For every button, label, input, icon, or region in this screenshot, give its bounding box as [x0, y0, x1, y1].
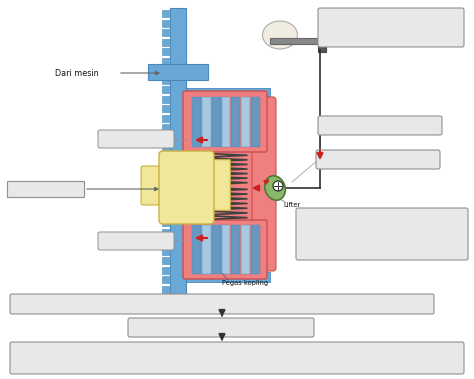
Text: (4) Ini bergerak sementara
mendorong dan menekan
pegas kopling: (4) Ini bergerak sementara mendorong dan…: [302, 223, 399, 245]
Bar: [251, 97, 260, 147]
Text: (3) Lifter berputar: (3) Lifter berputar: [322, 155, 392, 164]
Bar: [231, 225, 240, 274]
Bar: [162, 124, 170, 131]
Bar: [221, 97, 230, 147]
FancyBboxPatch shape: [296, 208, 468, 260]
Bar: [162, 48, 170, 55]
Bar: [162, 86, 170, 93]
Bar: [162, 114, 170, 122]
Bar: [162, 162, 170, 169]
FancyBboxPatch shape: [183, 91, 267, 152]
FancyBboxPatch shape: [316, 150, 440, 169]
FancyBboxPatch shape: [318, 8, 464, 47]
Bar: [251, 225, 260, 274]
Bar: [183, 148, 270, 224]
FancyBboxPatch shape: [318, 116, 442, 135]
Bar: [162, 257, 170, 264]
Text: Pegas kopling: Pegas kopling: [222, 280, 268, 286]
Bar: [175, 88, 270, 98]
Bar: [162, 200, 170, 207]
Bar: [221, 225, 230, 274]
Bar: [175, 88, 185, 282]
Bar: [162, 143, 170, 150]
Bar: [162, 96, 170, 102]
Bar: [241, 225, 250, 274]
Bar: [162, 10, 170, 17]
Bar: [162, 191, 170, 197]
Bar: [318, 40, 326, 52]
FancyBboxPatch shape: [10, 342, 464, 374]
Text: Lifter: Lifter: [283, 202, 300, 208]
Text: (5) Friction disk dan clutch plate terlepas satu sama lain.: (5) Friction disk dan clutch plate terle…: [117, 301, 327, 307]
Circle shape: [273, 181, 283, 191]
Text: (6) Kopling terlepas.: (6) Kopling terlepas.: [182, 323, 260, 332]
Bar: [162, 266, 170, 274]
Bar: [162, 285, 170, 293]
Bar: [162, 67, 170, 74]
Bar: [192, 225, 201, 274]
Bar: [162, 58, 170, 64]
FancyBboxPatch shape: [7, 181, 84, 197]
Bar: [162, 19, 170, 27]
Bar: [231, 97, 240, 147]
Bar: [162, 276, 170, 283]
Text: (4) Ini bergerak.: (4) Ini bergerak.: [104, 136, 160, 142]
Bar: [162, 247, 170, 255]
FancyBboxPatch shape: [205, 160, 230, 210]
FancyBboxPatch shape: [98, 130, 174, 148]
Bar: [175, 272, 270, 282]
Bar: [162, 238, 170, 245]
Bar: [170, 8, 186, 300]
FancyBboxPatch shape: [10, 294, 434, 314]
Bar: [202, 97, 211, 147]
Text: Dari mesin: Dari mesin: [55, 69, 99, 77]
Text: (4) Ini bergerak.: (4) Ini bergerak.: [104, 238, 160, 244]
Ellipse shape: [263, 21, 298, 49]
Bar: [270, 38, 325, 44]
Bar: [162, 133, 170, 141]
FancyBboxPatch shape: [159, 151, 214, 224]
FancyBboxPatch shape: [141, 166, 170, 205]
Bar: [162, 229, 170, 235]
Bar: [212, 225, 220, 274]
Bar: [212, 97, 220, 147]
Bar: [192, 97, 201, 147]
Bar: [148, 64, 208, 80]
Bar: [162, 172, 170, 179]
Bar: [162, 39, 170, 45]
FancyBboxPatch shape: [183, 220, 267, 279]
Text: Ke transmissi: Ke transmissi: [22, 186, 70, 192]
FancyBboxPatch shape: [252, 97, 276, 271]
Ellipse shape: [264, 176, 285, 200]
FancyBboxPatch shape: [98, 232, 174, 250]
Bar: [162, 181, 170, 188]
Bar: [162, 29, 170, 36]
Text: (7) Sewaktu handel kopling dilepaskan, kopling dihubungkan
    oleh gaya dari pe: (7) Sewaktu handel kopling dilepaskan, k…: [123, 351, 351, 365]
Bar: [162, 152, 170, 160]
Bar: [162, 77, 170, 83]
Bar: [162, 219, 170, 226]
Text: (2) Kabel tertarik: (2) Kabel tertarik: [324, 122, 390, 130]
Bar: [162, 210, 170, 216]
Bar: [202, 225, 211, 274]
FancyBboxPatch shape: [128, 318, 314, 337]
Text: (1) Handel kopling
    ditekan.: (1) Handel kopling ditekan.: [324, 17, 395, 38]
Bar: [162, 105, 170, 112]
Bar: [241, 97, 250, 147]
